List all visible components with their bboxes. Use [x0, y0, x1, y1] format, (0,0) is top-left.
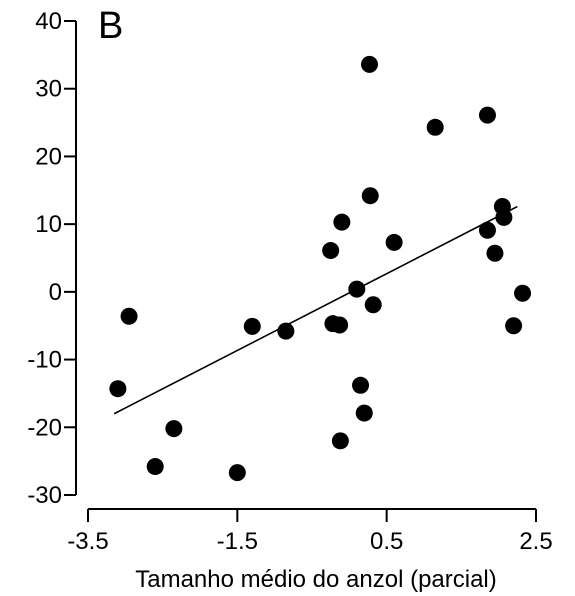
- data-point: [514, 284, 532, 302]
- regression-line-group: [113, 205, 518, 415]
- data-point: [333, 213, 351, 231]
- data-point: [361, 187, 379, 205]
- x-ticks: -3.5 -1.5 0.5 2.5: [67, 509, 553, 555]
- panel-label: B: [98, 5, 123, 47]
- data-point: [478, 106, 496, 124]
- y-tick-label: 30: [35, 76, 62, 103]
- y-tick-label: 0: [49, 279, 62, 306]
- axes: [75, 21, 536, 510]
- data-point: [243, 317, 261, 335]
- data-point: [495, 208, 513, 226]
- data-point: [331, 432, 349, 450]
- data-point: [146, 458, 164, 476]
- data-point: [277, 322, 295, 340]
- data-point: [120, 307, 138, 325]
- y-tick-label: 40: [35, 8, 62, 35]
- data-point: [364, 296, 382, 314]
- data-point: [165, 420, 183, 438]
- data-point: [486, 244, 504, 262]
- x-tick-label: -1.5: [217, 528, 258, 555]
- y-tick-label: -30: [27, 482, 62, 509]
- x-tick-label: 2.5: [519, 528, 552, 555]
- x-tick-label: 0.5: [370, 528, 403, 555]
- data-points: [109, 55, 532, 482]
- y-tick-label: -20: [27, 414, 62, 441]
- data-point: [352, 376, 370, 394]
- regression-line: [113, 205, 518, 415]
- data-point: [505, 317, 523, 335]
- data-point: [109, 380, 127, 398]
- x-tick-label: -3.5: [67, 528, 108, 555]
- data-point: [478, 221, 496, 239]
- data-point: [355, 404, 373, 422]
- y-tick-label: -10: [27, 347, 62, 374]
- data-point: [228, 464, 246, 482]
- data-point: [348, 280, 366, 298]
- data-point: [426, 118, 444, 136]
- data-point: [322, 242, 340, 260]
- y-ticks: -30 -20 -10 0 10 20 30 40: [27, 8, 76, 509]
- y-tick-label: 20: [35, 143, 62, 170]
- data-point: [331, 316, 349, 334]
- data-point: [360, 55, 378, 73]
- data-point: [385, 233, 403, 251]
- x-axis-title: Tamanho médio do anzol (parcial): [135, 566, 497, 593]
- y-tick-label: 10: [35, 211, 62, 238]
